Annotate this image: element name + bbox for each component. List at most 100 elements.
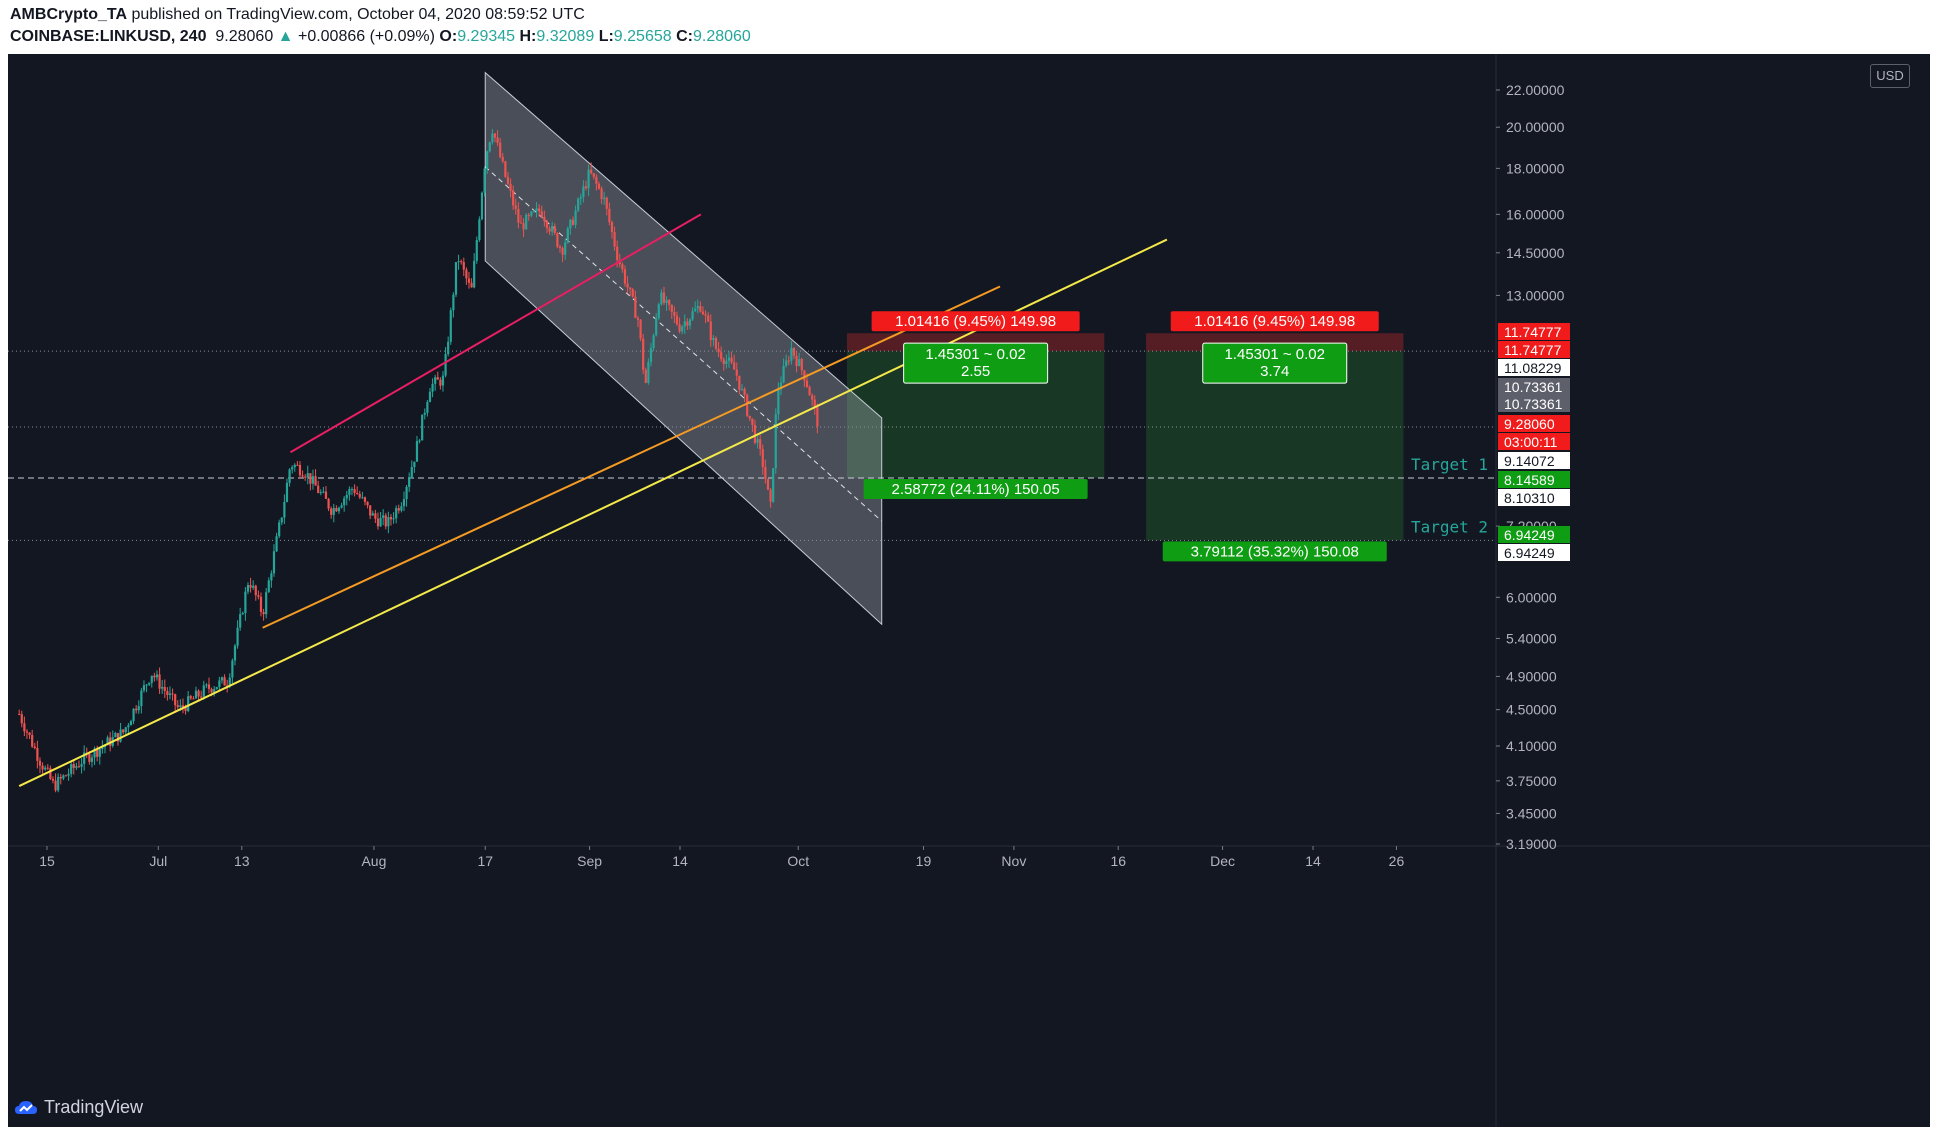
candle-body xyxy=(267,580,270,593)
candle-body xyxy=(348,489,351,495)
candle-body xyxy=(811,395,814,400)
candle-body xyxy=(613,232,616,247)
candle-body xyxy=(569,219,572,229)
price-label: 03:00:11 xyxy=(1504,434,1558,450)
candle-body xyxy=(603,197,606,200)
candle-body xyxy=(358,494,361,498)
high-label: H: xyxy=(519,28,537,45)
annotation-target-2: Target 2 xyxy=(1411,517,1488,536)
candle-body xyxy=(642,338,645,370)
candle-body xyxy=(431,383,434,392)
candle-body xyxy=(80,763,83,767)
candle-body xyxy=(548,228,551,232)
tradingview-logo[interactable]: TradingView xyxy=(14,1097,143,1118)
candle-body xyxy=(623,269,627,284)
candle-body xyxy=(374,513,377,519)
candle-body xyxy=(519,222,523,224)
candle-body xyxy=(83,752,86,764)
candle-body xyxy=(803,370,806,381)
price-chart[interactable]: 1.01416 (9.45%) 149.981.45301 ~ 0.022.55… xyxy=(8,54,1930,1127)
candle-body xyxy=(93,748,96,758)
candle-body xyxy=(51,778,55,781)
candle-body xyxy=(90,757,94,762)
candle-body xyxy=(233,645,237,661)
candle-body xyxy=(777,389,780,415)
candle-body xyxy=(33,746,36,748)
price-change: +0.00866 (+0.09%) xyxy=(297,28,435,45)
candle-body xyxy=(436,377,439,380)
candle-body xyxy=(239,614,242,628)
candle-body xyxy=(379,517,382,527)
candle-body xyxy=(639,319,642,339)
candle-body xyxy=(660,292,663,305)
candle-body xyxy=(457,261,460,263)
x-tick-label: 14 xyxy=(672,853,688,869)
candle-body xyxy=(353,489,356,494)
last-price: 9.28060 xyxy=(215,28,274,45)
candle-body xyxy=(701,311,705,315)
price-label-box xyxy=(1498,433,1570,450)
target-label-2: 3.79112 (35.32%) 150.08 xyxy=(1191,543,1359,560)
candle-body xyxy=(480,192,484,220)
low-value: 9.25658 xyxy=(613,28,672,45)
candle-body xyxy=(72,764,75,768)
candle-body xyxy=(402,499,406,507)
candle-body xyxy=(792,347,796,356)
candle-body xyxy=(678,324,681,332)
candle-body xyxy=(699,306,702,312)
candle-body xyxy=(813,399,816,408)
candle-body xyxy=(665,299,668,304)
candle-body xyxy=(64,775,68,777)
candle-body xyxy=(769,489,772,502)
candle-body xyxy=(779,382,783,390)
candle-body xyxy=(218,680,221,688)
candle-body xyxy=(683,321,686,327)
candle-body xyxy=(738,375,741,390)
candle-body xyxy=(761,449,764,467)
candle-body xyxy=(275,536,278,552)
stop-label-box-2 xyxy=(1170,311,1379,332)
y-tick-label: 16.00000 xyxy=(1506,206,1565,222)
candle-body xyxy=(142,685,146,691)
publisher-name[interactable]: AMBCrypto_TA xyxy=(10,6,128,23)
candle-body xyxy=(800,359,803,371)
x-tick-label: Oct xyxy=(787,853,809,869)
candle-body xyxy=(324,491,328,499)
price-label: 6.94249 xyxy=(1504,545,1555,561)
x-tick-label: 26 xyxy=(1389,853,1405,869)
candle-body xyxy=(49,768,52,779)
candle-body xyxy=(808,386,811,396)
candle-body xyxy=(571,219,575,225)
candle-body xyxy=(145,684,148,686)
candle-body xyxy=(254,585,257,596)
candle-body xyxy=(681,326,684,332)
candle-body xyxy=(410,467,413,479)
candle-body xyxy=(309,473,312,484)
target-label-box-2 xyxy=(1162,541,1387,562)
candle-body xyxy=(444,354,447,376)
open-label: O: xyxy=(439,28,458,45)
candle-body xyxy=(317,485,320,493)
candle-body xyxy=(790,347,793,361)
candle-body xyxy=(805,380,809,387)
candle-body xyxy=(259,596,263,612)
symbol-name[interactable]: COINBASE:LINKUSD, 240 xyxy=(10,28,207,45)
candle-body xyxy=(283,501,286,518)
candle-body xyxy=(452,294,455,311)
candle-body xyxy=(527,215,530,217)
chart-panel[interactable]: 1.01416 (9.45%) 149.98 1.45301 ~ 0.02 2.55… xyxy=(8,54,1930,1127)
stop-label-2: 1.01416 (9.45%) 149.98 xyxy=(1194,313,1355,330)
candle-body xyxy=(774,414,777,469)
candle-body xyxy=(241,613,244,615)
price-label: 8.10310 xyxy=(1504,490,1555,506)
candle-body xyxy=(161,686,164,689)
candle-body xyxy=(592,173,595,177)
x-tick-label: 17 xyxy=(477,853,493,869)
pink-trendline xyxy=(289,213,702,454)
currency-badge[interactable]: USD xyxy=(1870,64,1910,88)
price-label-box xyxy=(1498,471,1570,488)
candle-body xyxy=(532,211,536,213)
candle-body xyxy=(493,133,497,138)
candle-body xyxy=(340,505,343,508)
candle-body xyxy=(231,660,234,678)
